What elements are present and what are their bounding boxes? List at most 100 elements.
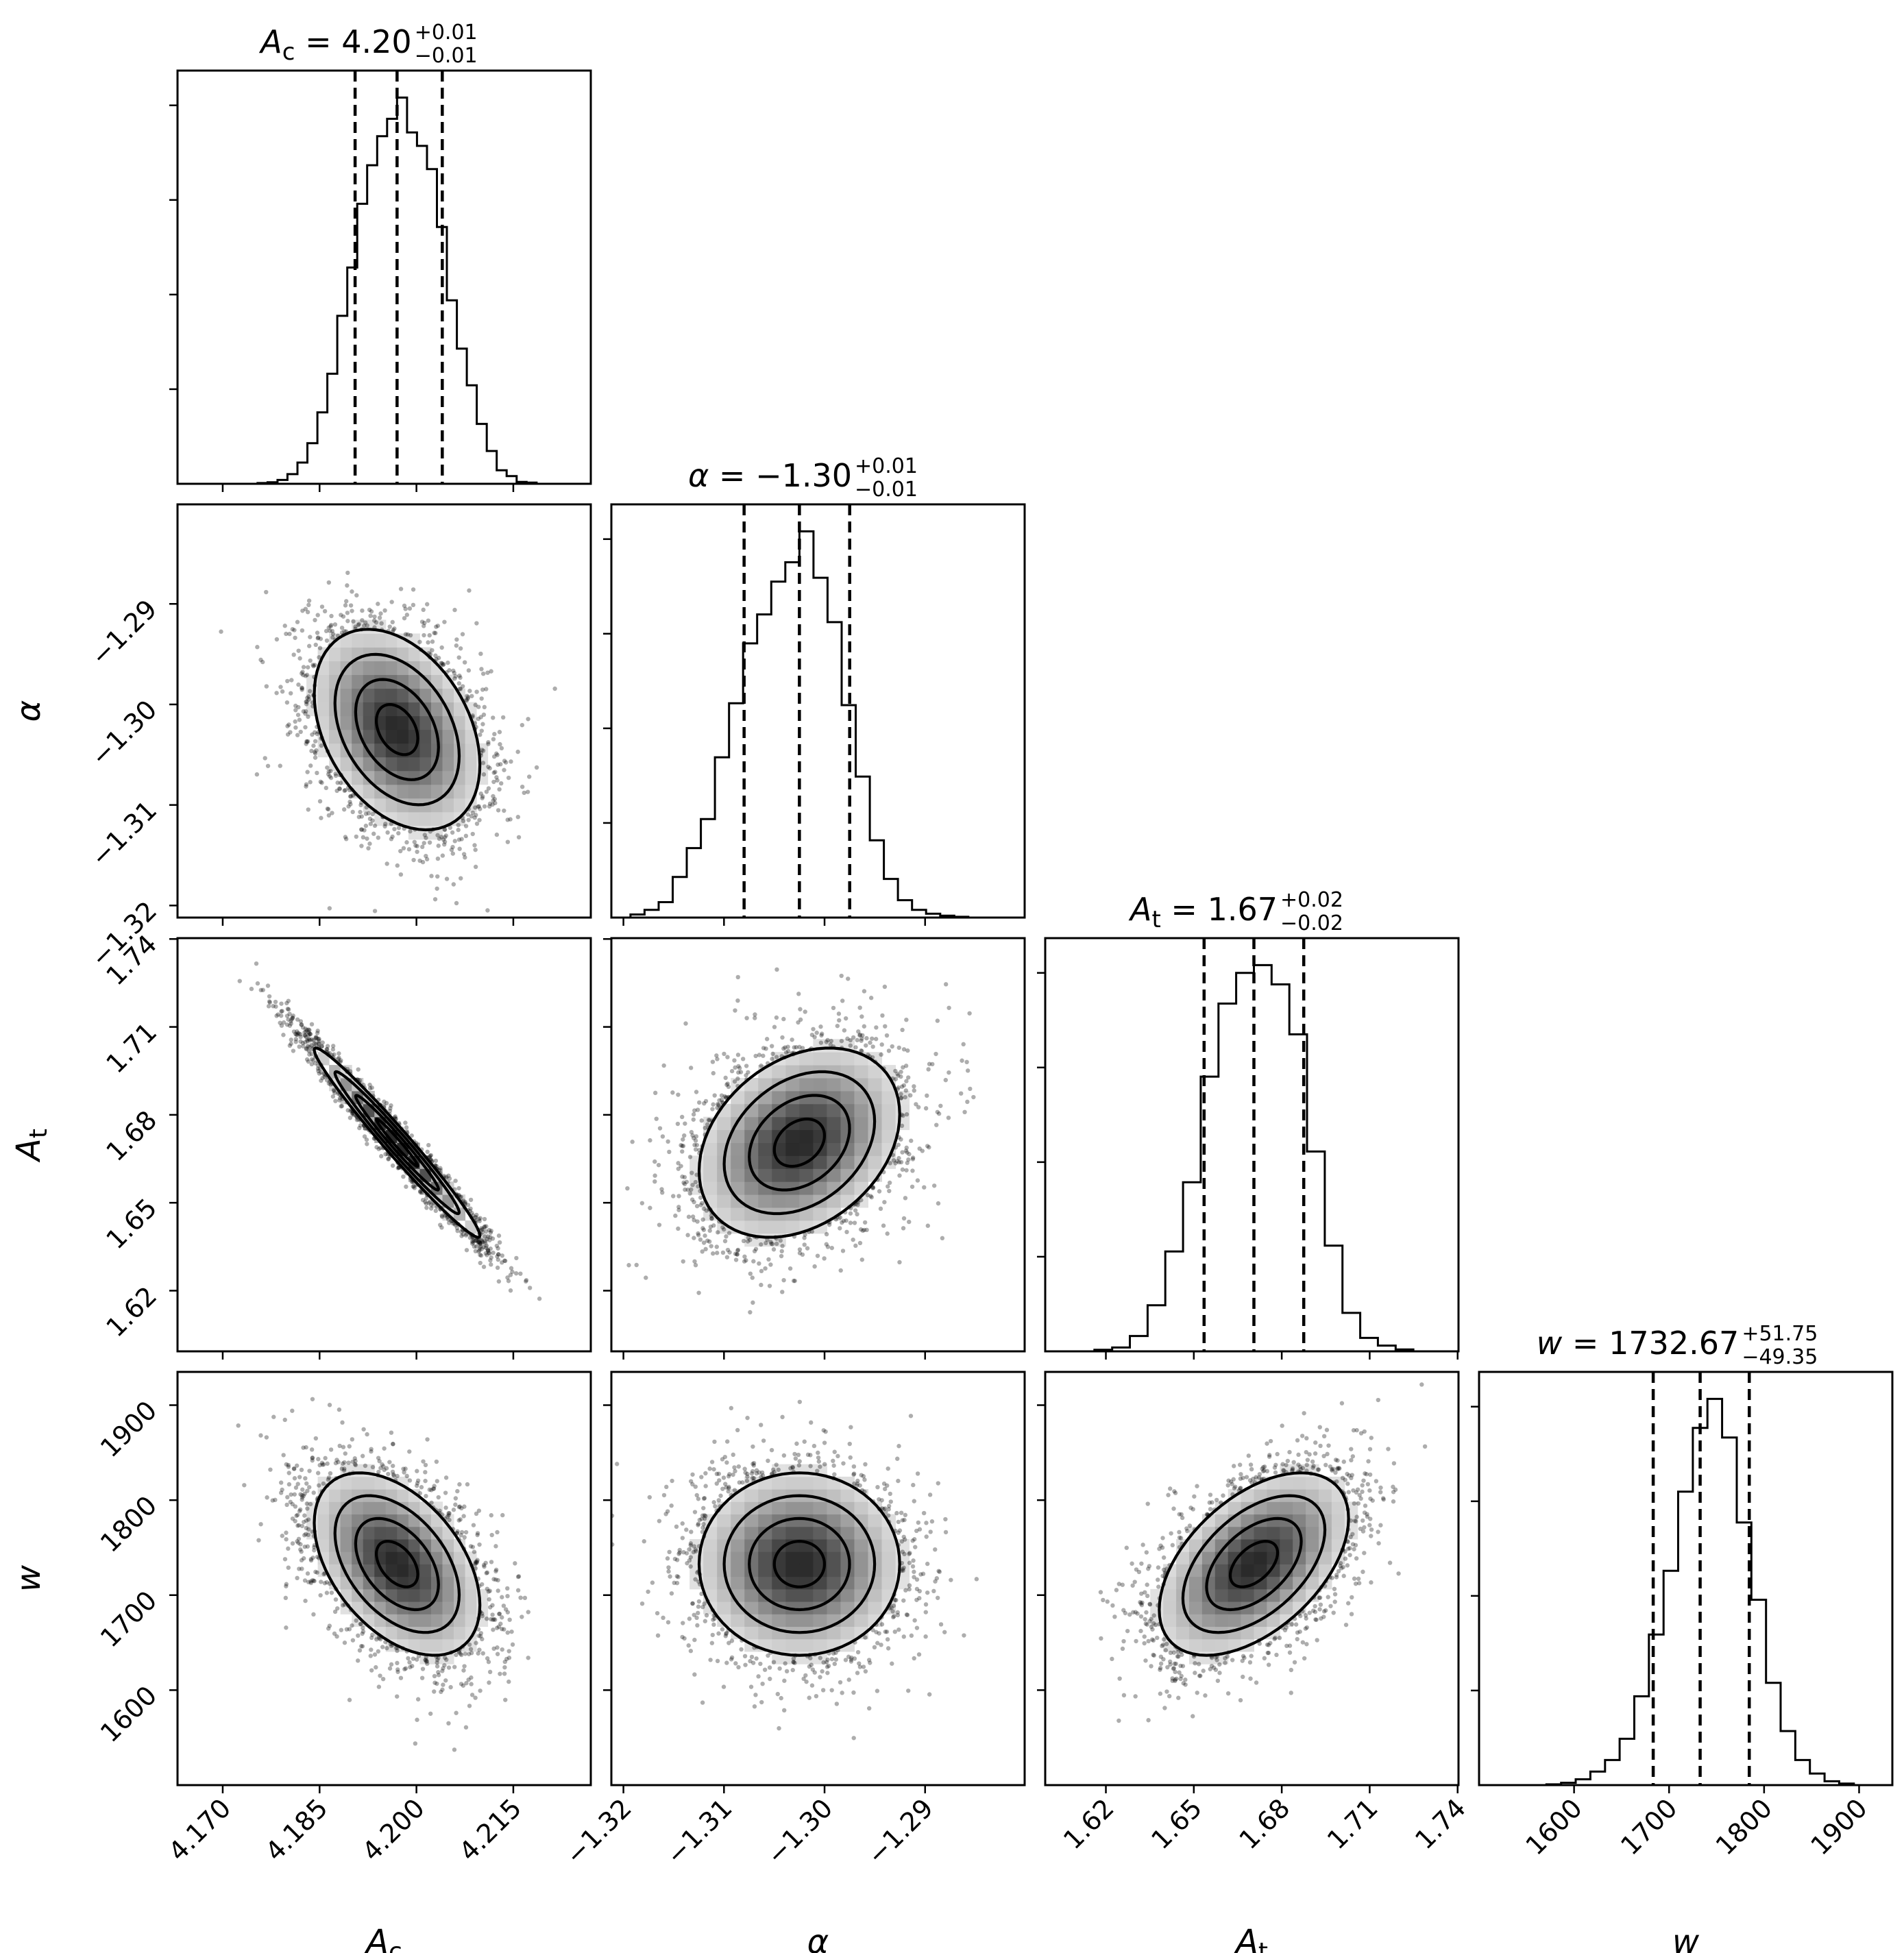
sample-point bbox=[354, 834, 358, 839]
sample-point bbox=[903, 1088, 909, 1093]
sample-point bbox=[500, 1615, 504, 1620]
sample-point bbox=[492, 732, 497, 737]
sample-point bbox=[429, 1500, 434, 1506]
sample-point bbox=[696, 1521, 701, 1526]
sample-point bbox=[1302, 1656, 1307, 1661]
sample-point bbox=[669, 1591, 674, 1596]
sample-point bbox=[1298, 1466, 1304, 1472]
sample-point bbox=[380, 1676, 386, 1682]
x-tick-label: 1600 bbox=[1519, 1793, 1588, 1861]
sample-point bbox=[685, 1561, 689, 1566]
sample-point bbox=[404, 1473, 409, 1479]
sample-point bbox=[287, 1043, 293, 1048]
sample-point bbox=[753, 1053, 758, 1059]
sample-point bbox=[1151, 1652, 1156, 1658]
sample-point bbox=[297, 1507, 303, 1512]
density-cell bbox=[317, 715, 330, 730]
sample-point bbox=[439, 1225, 444, 1230]
sample-point bbox=[453, 674, 459, 679]
y-axis-label-A_t: At bbox=[10, 1129, 53, 1163]
sample-point bbox=[431, 1486, 436, 1491]
sample-point bbox=[342, 788, 347, 794]
sample-point bbox=[483, 1245, 489, 1250]
sample-point bbox=[1173, 1678, 1177, 1682]
sample-point bbox=[293, 635, 297, 640]
sample-point bbox=[1408, 1354, 1413, 1358]
sample-point bbox=[496, 1279, 502, 1284]
sample-point bbox=[308, 1501, 313, 1507]
sample-point bbox=[292, 1476, 297, 1481]
sample-point bbox=[1230, 1658, 1235, 1662]
density-cell bbox=[1293, 1538, 1306, 1552]
sample-point bbox=[447, 1511, 452, 1516]
density-cell bbox=[1254, 1564, 1267, 1577]
sample-point bbox=[452, 670, 456, 676]
sample-point bbox=[307, 689, 313, 693]
sample-point bbox=[286, 1462, 291, 1468]
density-cell bbox=[352, 1514, 364, 1527]
sample-point bbox=[1366, 1459, 1371, 1464]
sample-point bbox=[809, 1420, 814, 1425]
sample-point bbox=[339, 1104, 343, 1109]
panel-2d-w-vs-alpha bbox=[611, 1399, 979, 1741]
sample-point bbox=[684, 1551, 689, 1556]
density-cell bbox=[827, 1564, 841, 1577]
sample-point bbox=[829, 1245, 834, 1251]
sample-point bbox=[292, 1492, 297, 1497]
sample-point bbox=[372, 909, 378, 913]
sample-point bbox=[825, 1657, 830, 1662]
density-cell bbox=[340, 715, 352, 730]
sample-point bbox=[750, 1660, 756, 1665]
sample-point bbox=[1163, 1647, 1169, 1653]
sample-point bbox=[427, 840, 432, 845]
sample-point bbox=[330, 1094, 336, 1099]
density-cell bbox=[419, 729, 432, 744]
sample-point bbox=[1240, 1658, 1245, 1663]
sample-point bbox=[702, 1516, 707, 1521]
sample-point bbox=[390, 1469, 395, 1474]
sample-point bbox=[474, 1559, 480, 1564]
sample-point bbox=[1237, 1462, 1243, 1467]
sample-point bbox=[1168, 1662, 1173, 1667]
density-cell bbox=[454, 715, 466, 730]
density-cell bbox=[827, 1168, 841, 1182]
sample-point bbox=[305, 770, 310, 774]
density-cell bbox=[1241, 1626, 1254, 1640]
sample-point bbox=[822, 1256, 827, 1261]
density-cell bbox=[868, 1052, 883, 1066]
sample-point bbox=[267, 1000, 272, 1005]
density-cell bbox=[799, 1564, 814, 1577]
sample-point bbox=[874, 1025, 879, 1030]
density-cell bbox=[758, 1155, 772, 1169]
sample-point bbox=[296, 682, 301, 687]
title-symbol: A bbox=[1128, 891, 1151, 928]
sample-point bbox=[496, 1588, 500, 1593]
sample-point bbox=[1110, 1603, 1115, 1608]
density-cell bbox=[703, 1564, 718, 1577]
sample-point bbox=[432, 1680, 437, 1685]
sample-point bbox=[676, 1575, 681, 1580]
sample-point bbox=[284, 1530, 289, 1535]
sample-point bbox=[368, 613, 373, 618]
sample-point bbox=[310, 1058, 316, 1063]
sample-point bbox=[900, 1549, 905, 1554]
sample-point bbox=[693, 1547, 698, 1552]
sample-point bbox=[925, 1590, 930, 1595]
sample-point bbox=[750, 1275, 755, 1280]
sample-point bbox=[1339, 1566, 1344, 1571]
axis-symbol: w bbox=[1672, 1923, 1700, 1953]
density-cell bbox=[799, 1476, 814, 1490]
sample-point bbox=[497, 787, 502, 792]
sample-point bbox=[305, 1488, 310, 1493]
sample-point bbox=[493, 800, 498, 806]
sample-point bbox=[331, 1088, 337, 1092]
sample-point bbox=[305, 1037, 310, 1042]
sample-point bbox=[855, 1478, 860, 1484]
sample-point bbox=[836, 1011, 842, 1016]
sample-point bbox=[927, 1061, 932, 1066]
sample-point bbox=[268, 1467, 273, 1472]
sample-point bbox=[692, 1612, 696, 1617]
sample-point bbox=[273, 999, 278, 1005]
sample-point bbox=[479, 1246, 484, 1251]
sample-point bbox=[415, 844, 419, 848]
